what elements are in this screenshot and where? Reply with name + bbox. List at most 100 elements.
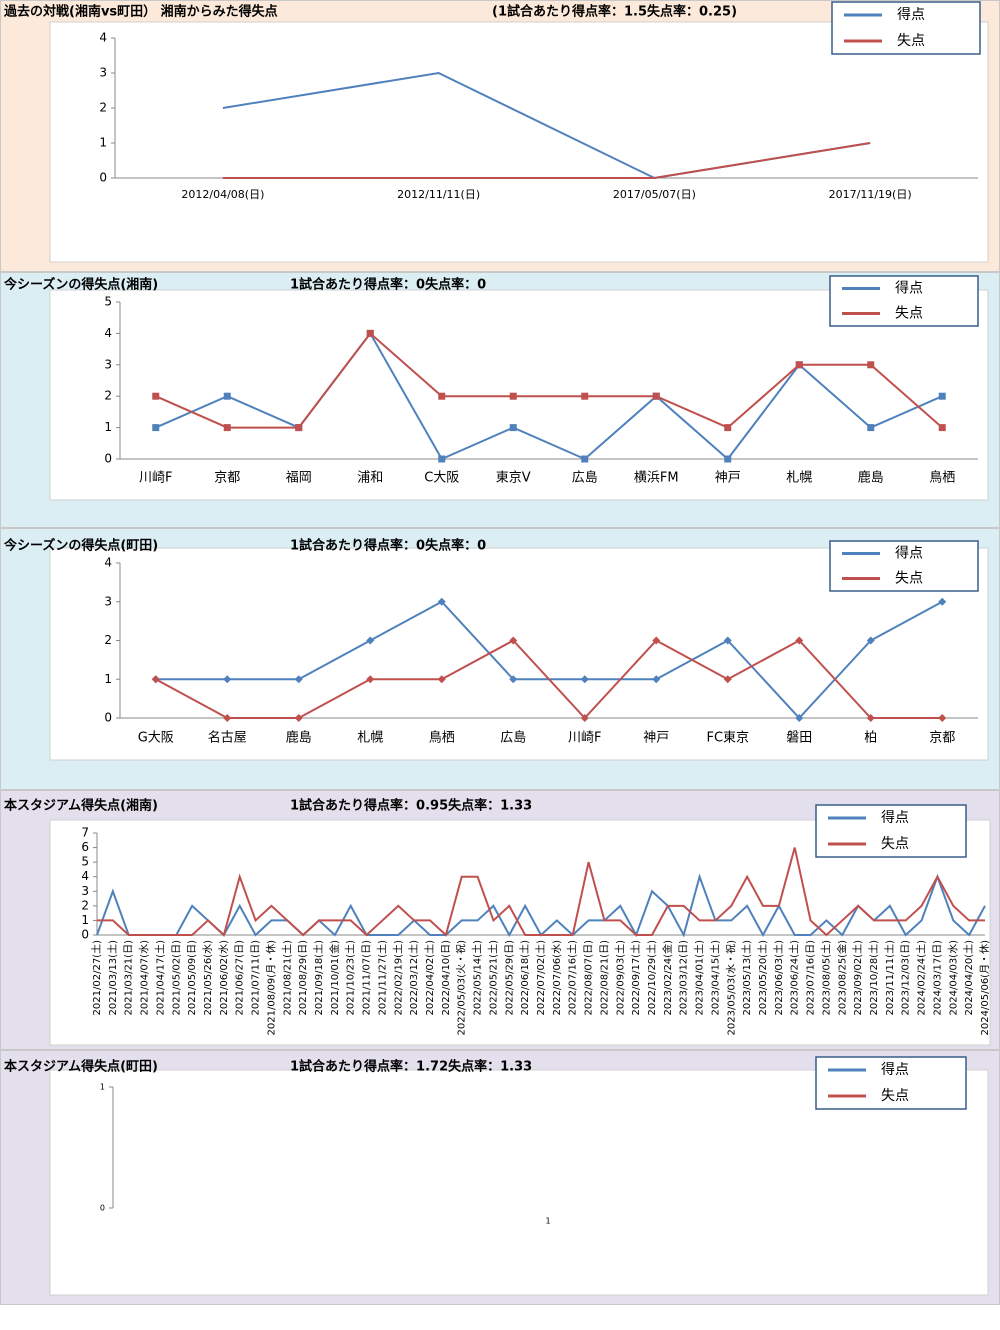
point-marker xyxy=(867,424,875,432)
chart-subtitle: 1試合あたり得点率：1.72失点率：1.33 xyxy=(290,1059,532,1075)
y-tick-label: 5 xyxy=(81,855,89,869)
point-marker xyxy=(580,675,589,684)
y-tick-label: 1 xyxy=(104,420,112,434)
x-tick-label: FC東京 xyxy=(706,730,749,746)
x-tick-label: 1 xyxy=(545,1217,550,1226)
point-marker xyxy=(223,714,232,722)
x-tick-label: 2021/09/18(土) xyxy=(312,940,325,1016)
x-tick-label: 2021/08/29(日) xyxy=(298,940,309,1016)
point-marker xyxy=(152,424,160,432)
chart-panel: 今シーズンの得失点(湘南) 1試合あたり得点率：0失点率：0 0 1 2 3 4 5 川崎F 京都… xyxy=(0,272,1000,528)
legend-box xyxy=(829,540,979,592)
legend-box xyxy=(831,1,981,55)
legend-box xyxy=(815,1056,967,1110)
point-marker xyxy=(581,455,589,463)
x-tick-label: G大阪 xyxy=(138,731,174,746)
point-marker xyxy=(795,361,803,369)
legend-label: 得点 xyxy=(881,1061,909,1078)
x-tick-label: 2021/02/27(土) xyxy=(90,940,103,1016)
x-tick-label: 2022/04/02(土) xyxy=(423,940,436,1016)
x-tick-label: 2022/08/21(日) xyxy=(599,940,610,1016)
y-tick-label: 3 xyxy=(81,884,89,898)
point-marker xyxy=(437,675,446,684)
y-tick-label: 0 xyxy=(81,928,89,942)
x-tick-label: 2021/06/27(日) xyxy=(235,940,246,1016)
point-marker xyxy=(581,392,589,400)
x-tick-label: 2023/06/24(土) xyxy=(788,940,801,1016)
x-tick-label: 鳥栖 xyxy=(429,731,455,746)
x-tick-label: 2012/11/11(日) xyxy=(397,188,480,201)
x-tick-label: 京都 xyxy=(214,471,240,486)
y-tick-label: 5 xyxy=(104,295,112,309)
chart-panel: 今シーズンの得失点(町田) 1試合あたり得点率：0失点率：0 0 1 2 3 4 G大阪 名古屋… xyxy=(0,528,1000,790)
chart-panel: 本スタジアム得失点(湘南) 1試合あたり得点率：0.95失点率：1.33 01234… xyxy=(0,790,1000,1050)
x-tick-label: 2021/10/01(金) xyxy=(328,940,341,1016)
y-tick-label: 4 xyxy=(99,31,107,45)
x-tick-label: 浦和 xyxy=(357,471,383,486)
legend-label: 失点 xyxy=(895,571,923,587)
x-tick-label: 2022/05/29(日) xyxy=(504,940,515,1016)
x-tick-label: 2022/07/06(水) xyxy=(551,940,563,1016)
x-tick-label: 2021/11/07(日) xyxy=(362,940,373,1016)
x-tick-label: 磐田 xyxy=(786,731,812,746)
x-tick-label: 2024/03/17(日) xyxy=(932,940,943,1016)
series-line xyxy=(97,847,985,937)
y-tick-label: 3 xyxy=(104,357,112,371)
x-tick-label: 2022/05/03(火・祝) xyxy=(455,940,468,1036)
point-marker xyxy=(366,329,374,337)
legend-label: 得点 xyxy=(895,545,923,562)
legend-label: 得点 xyxy=(895,280,923,297)
x-tick-label: 2017/11/19(日) xyxy=(829,188,912,201)
x-tick-label: 2023/08/25(金) xyxy=(835,940,848,1016)
x-tick-label: 2021/05/26(水) xyxy=(202,940,214,1016)
y-tick-label: 6 xyxy=(81,840,89,854)
x-tick-label: 2017/05/07(日) xyxy=(613,188,696,201)
point-marker xyxy=(724,424,732,432)
x-tick-label: 2023/05/20(土) xyxy=(756,940,769,1016)
chart-panel: 過去の対戦(湘南vs町田） 湘南からみた得失点 (1試合あたり得点率：1.5失点率… xyxy=(0,0,1000,272)
y-tick-label: 1 xyxy=(104,672,112,686)
y-tick-label: 0 xyxy=(104,452,112,466)
x-tick-label: 鹿島 xyxy=(858,470,884,486)
x-tick-label: 2021/07/11(日) xyxy=(251,940,262,1016)
point-marker xyxy=(938,714,947,722)
x-tick-label: 柏 xyxy=(864,731,877,746)
x-tick-label: 東京V xyxy=(496,470,531,486)
point-marker xyxy=(294,714,303,722)
x-tick-label: 川崎F xyxy=(139,471,172,486)
x-tick-label: 2023/06/03(土) xyxy=(772,940,785,1016)
x-tick-label: 2024/04/20(土) xyxy=(962,940,975,1016)
x-tick-label: 2023/09/02(土) xyxy=(851,940,864,1016)
y-tick-label: 4 xyxy=(81,869,89,883)
point-marker xyxy=(867,361,875,369)
chart-subtitle: 1試合あたり得点率：0.95失点率：1.33 xyxy=(290,798,532,814)
chart-subtitle: 1試合あたり得点率：0失点率：0 xyxy=(290,277,486,293)
x-tick-label: 2023/11/11(土) xyxy=(883,940,896,1016)
x-tick-label: 2022/09/17(土) xyxy=(629,940,642,1016)
x-tick-label: 2021/08/09(月・休) xyxy=(265,940,277,1036)
point-marker xyxy=(580,714,589,722)
legend-label: 失点 xyxy=(881,1088,909,1104)
y-tick-label: 3 xyxy=(99,66,107,80)
y-tick-label: 0 xyxy=(100,1204,105,1213)
x-tick-label: 鹿島 xyxy=(286,730,312,746)
legend-label: 失点 xyxy=(897,33,925,49)
x-tick-label: 2023/05/13(土) xyxy=(740,940,753,1016)
point-marker xyxy=(152,392,160,400)
x-tick-label: 2021/05/09(日) xyxy=(187,940,198,1016)
x-tick-label: 2022/02/19(土) xyxy=(391,940,404,1016)
x-tick-label: 2023/04/15(土) xyxy=(708,940,721,1016)
chart-panel: 本スタジアム得失点(町田) 1試合あたり得点率：1.72失点率：1.33 0 1 1 得点… xyxy=(0,1050,1000,1305)
series-line xyxy=(155,331,943,461)
x-tick-label: 広島 xyxy=(500,731,526,746)
point-marker xyxy=(223,424,231,432)
point-marker xyxy=(509,675,518,684)
x-tick-label: 2021/04/17(土) xyxy=(153,940,166,1016)
point-marker xyxy=(866,636,875,645)
point-marker xyxy=(509,636,518,645)
y-tick-label: 4 xyxy=(104,326,112,340)
y-tick-label: 4 xyxy=(104,556,112,570)
series-line xyxy=(155,639,943,720)
x-tick-label: 札幌 xyxy=(357,730,383,746)
